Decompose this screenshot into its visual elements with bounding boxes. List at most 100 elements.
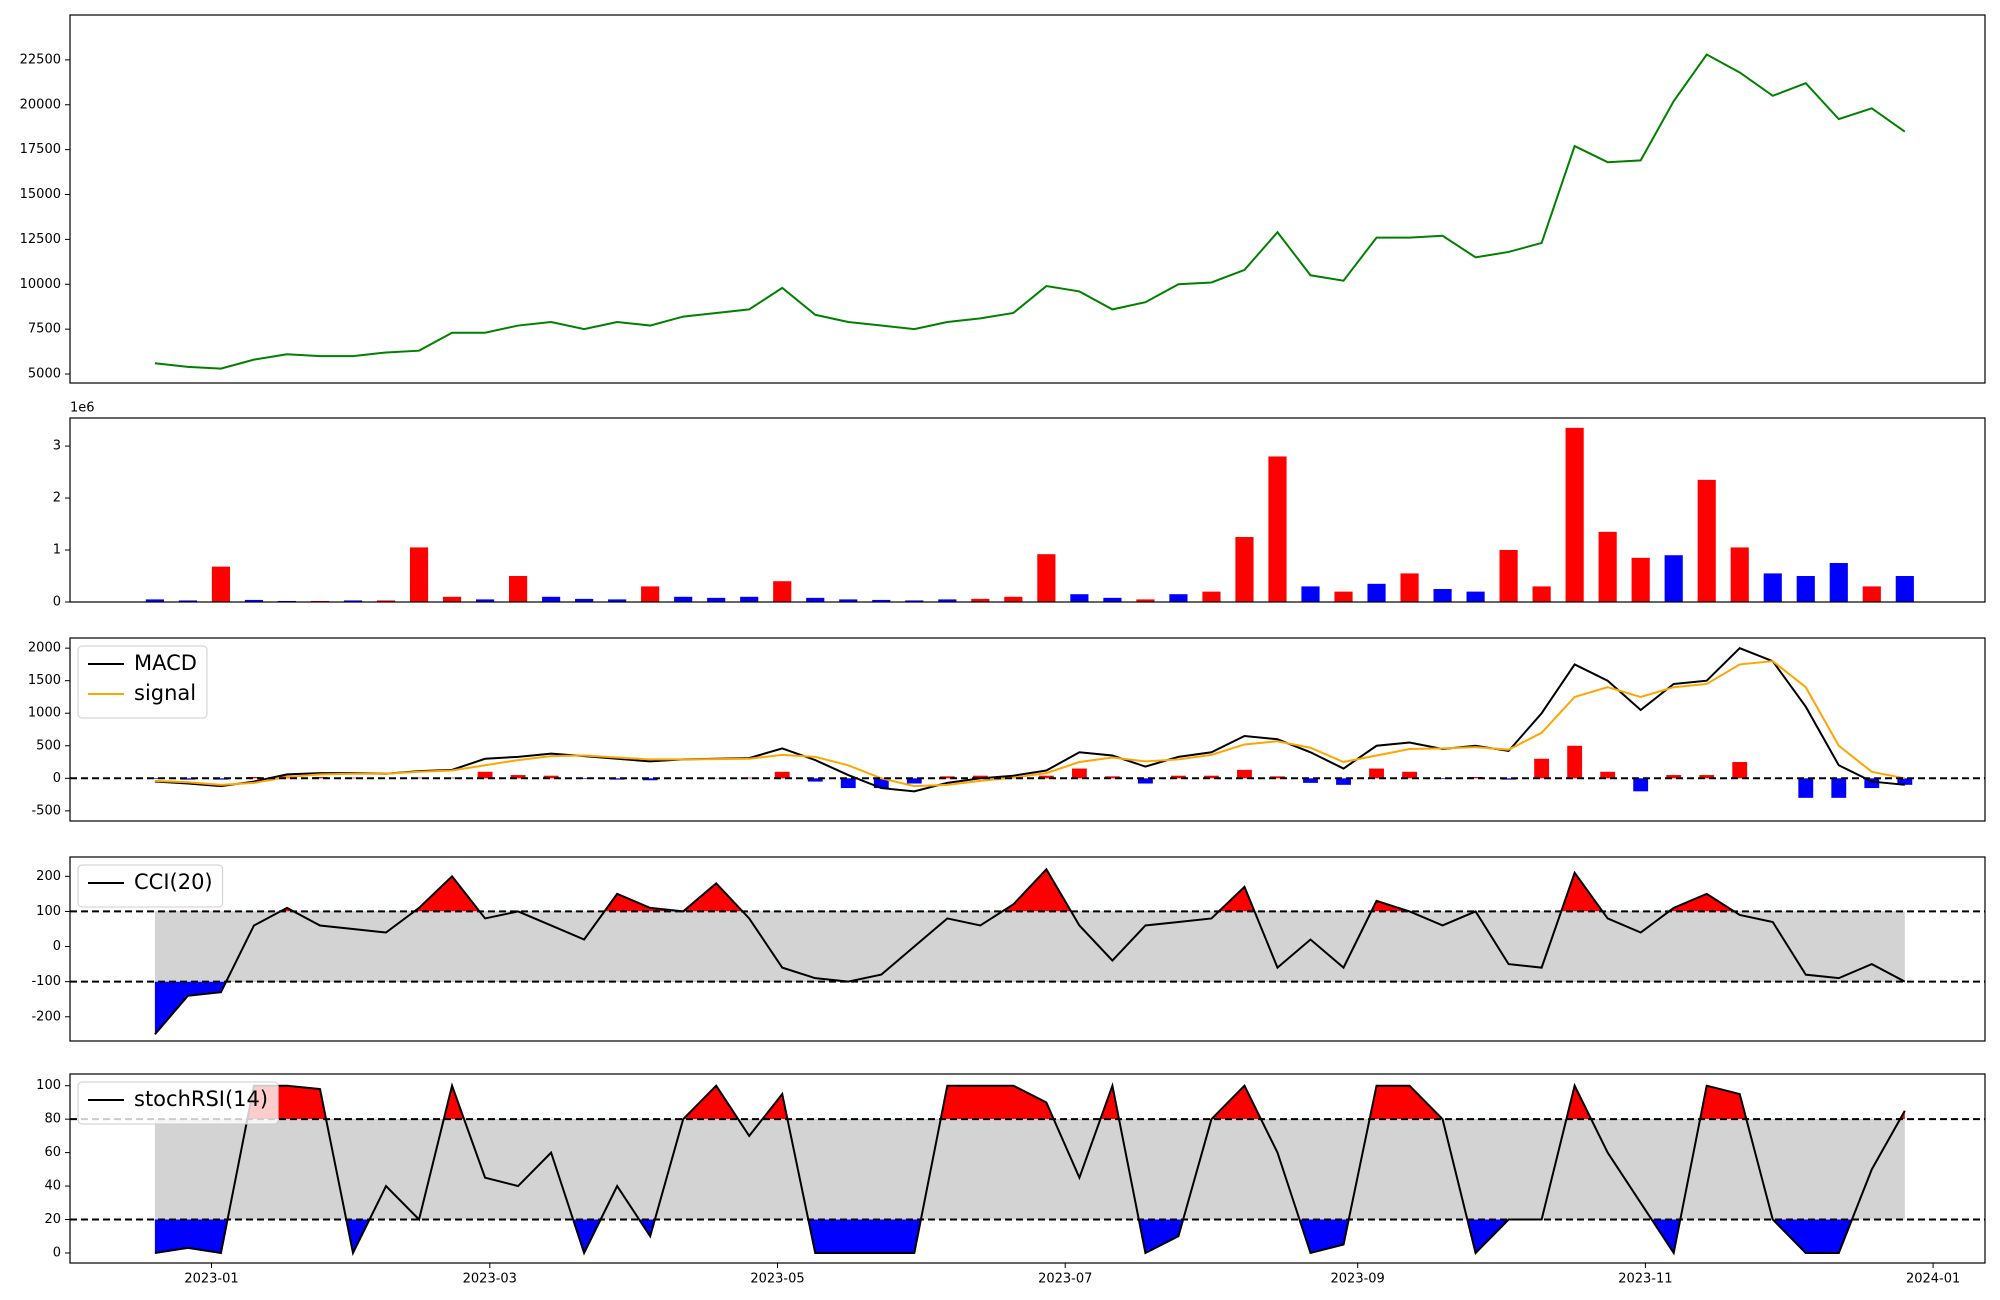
volume-bar (542, 596, 561, 602)
histogram-bar (1402, 771, 1417, 779)
plot-frame (69, 856, 1986, 1042)
histogram-bar (609, 778, 625, 780)
y-tick-label: 22500 (20, 52, 61, 67)
y-tick-label: 100 (36, 1078, 61, 1093)
histogram-bar (1468, 777, 1484, 779)
histogram-bar (312, 777, 328, 779)
volume-bar (1466, 591, 1485, 602)
histogram-bar (1567, 745, 1583, 779)
volume-bar (806, 597, 825, 602)
volume-bar (1268, 456, 1287, 602)
x-tick-label: 2023-01 (184, 1272, 238, 1287)
volume-bar (1301, 586, 1320, 602)
histogram-bar (1501, 778, 1517, 780)
x-tick-label: 2023-03 (463, 1272, 517, 1287)
panel: -500 0 500 1000 1500 2000 MACD signal (28, 637, 1986, 822)
volume-bar (1664, 555, 1683, 602)
histogram-bar (1897, 778, 1913, 785)
plot-frame (69, 14, 1986, 384)
x-tick-label: 2023-09 (1331, 1272, 1385, 1287)
histogram-bar (873, 778, 889, 789)
series-line (154, 660, 1906, 788)
histogram-bar (1435, 778, 1451, 779)
volume-bar (1730, 547, 1749, 602)
histogram-bar (1798, 778, 1814, 798)
histogram-bar (246, 777, 262, 779)
histogram-bar (1864, 778, 1880, 789)
histogram-bar (1600, 771, 1616, 779)
volume-bar (674, 596, 693, 602)
volume-bar (971, 598, 990, 602)
y-tick-label: 0 (53, 939, 61, 954)
y-tick-label: 0 (53, 771, 61, 786)
histogram-bar (1633, 778, 1649, 792)
histogram-bar (1204, 775, 1219, 779)
volume-bar (1631, 557, 1650, 602)
y-tick-label: 10000 (20, 277, 61, 292)
y-tick-label: 20 (44, 1212, 61, 1227)
series-line (154, 53, 1906, 370)
histogram-bar (1104, 776, 1120, 779)
y-tick-label: 15000 (20, 187, 61, 202)
y-tick-label: 500 (36, 738, 61, 753)
histogram-bar (576, 778, 592, 779)
histogram-bar (1071, 768, 1087, 779)
x-tick-label: 2023-05 (750, 1272, 804, 1287)
volume-bar (1169, 594, 1188, 602)
volume-bar (641, 586, 660, 602)
volume-bar (575, 598, 594, 602)
y-tick-label: 1 (53, 543, 61, 558)
volume-bar (1895, 576, 1914, 602)
histogram-bar (1666, 775, 1682, 779)
y-tick-label: 20000 (20, 97, 61, 112)
volume-bar (1235, 537, 1254, 602)
y-tick-label: 2 (53, 491, 61, 506)
volume-bar (475, 599, 495, 602)
x-tick-label: 2023-11 (1618, 1272, 1672, 1287)
histogram-bar (1303, 778, 1318, 783)
volume-bar (1367, 583, 1386, 602)
y-tick-label: 17500 (20, 142, 61, 157)
legend-label: CCI(20) (134, 870, 213, 894)
series-line (154, 867, 1906, 1035)
y-tick-label: -100 (31, 974, 61, 989)
histogram-bar (906, 778, 922, 784)
histogram-bar (1336, 778, 1351, 785)
histogram-bar (510, 775, 526, 779)
legend-label: signal (134, 681, 196, 705)
legend: stochRSI(14) (77, 1081, 279, 1125)
y-tick-label: 7500 (28, 322, 61, 337)
volume-bar (773, 581, 792, 602)
volume-bar (409, 547, 429, 602)
histogram-bar (444, 777, 460, 779)
histogram-bar (180, 778, 196, 780)
histogram-bar (1237, 769, 1252, 779)
volume-bar (1697, 479, 1716, 602)
volume-bar (1829, 563, 1848, 602)
legend-label: stochRSI(14) (134, 1087, 268, 1111)
plot-frame (69, 1073, 1986, 1264)
legend: CCI(20) (77, 864, 224, 908)
volume-bar (839, 599, 858, 602)
legend-box (77, 864, 224, 908)
band (154, 1119, 1905, 1220)
x-tick-label: 2024-01 (1906, 1272, 1960, 1287)
volume-bar (1037, 554, 1056, 602)
histogram-bar (1137, 778, 1153, 784)
volume-bar (1334, 591, 1353, 602)
volume-bar (1499, 550, 1518, 602)
series-line (154, 646, 1905, 793)
volume-bar (1070, 594, 1089, 602)
volume-bar (244, 599, 264, 602)
y-tick-label: 5000 (28, 367, 61, 382)
histogram-bar (1831, 778, 1847, 798)
x-tick-label: 2023-07 (1038, 1272, 1092, 1287)
volume-bar (938, 599, 957, 602)
volume-bar (1400, 573, 1419, 602)
above-fill (280, 869, 1735, 912)
y-tick-label: 80 (44, 1112, 61, 1127)
volume-bar (376, 600, 396, 602)
y-tick-label: 0 (53, 1245, 61, 1260)
above-fill (247, 1085, 1905, 1120)
volume-bar (707, 597, 726, 602)
